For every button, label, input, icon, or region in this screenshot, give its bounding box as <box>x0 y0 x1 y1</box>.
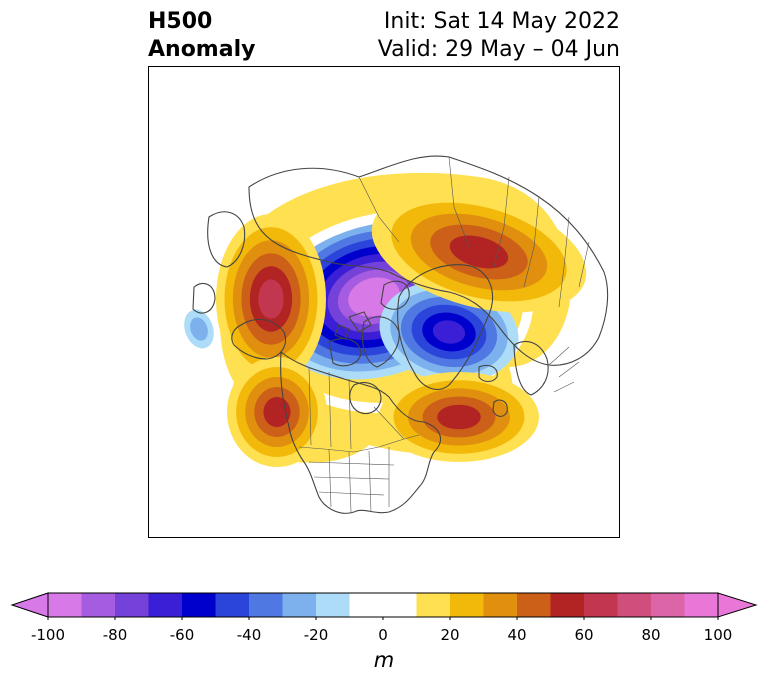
colorbar-bin-4 <box>182 593 216 617</box>
colorbar-bin-2 <box>115 593 149 617</box>
colorbar-bin-6 <box>249 593 283 617</box>
coastlines <box>192 155 609 514</box>
coastline-arctic-isles <box>334 311 372 340</box>
colorbar <box>10 592 758 620</box>
border-europe <box>548 346 580 393</box>
anomaly-fills <box>184 172 587 467</box>
colorbar-bin-15 <box>584 593 618 617</box>
colorbar-tick-label: -40 <box>236 626 262 644</box>
coastline-greenland <box>397 264 494 390</box>
colorbar-tick-label: 40 <box>507 626 527 644</box>
colorbar-bin-0 <box>48 593 82 617</box>
border-asia <box>523 196 590 308</box>
anomaly-map-canvas <box>184 155 609 514</box>
anomaly-map <box>148 66 620 538</box>
colorbar-bin-10 <box>416 593 451 617</box>
anomaly-contour-alaska-west-high <box>258 279 284 319</box>
coastline-baffin <box>361 316 400 368</box>
border-russia <box>358 156 510 268</box>
colorbar-tick-label: -80 <box>102 626 128 644</box>
colorbar-unit-label: m <box>373 648 395 672</box>
title-variable: H500 <box>148 9 213 34</box>
colorbar-bin-14 <box>550 593 585 617</box>
coastline-east-asia <box>207 211 246 268</box>
anomaly-contour-siberia-high <box>449 235 509 269</box>
colorbar-extend-min <box>10 592 49 618</box>
border-us-states-1 <box>308 461 395 496</box>
coastline-north-america <box>280 350 442 514</box>
coastline-scandinavia <box>513 341 549 396</box>
coastline-victoria <box>328 338 362 367</box>
colorbar-bin-13 <box>517 593 551 617</box>
colorbar-tick-label: 0 <box>378 626 388 644</box>
colorbar-bin-18 <box>684 593 719 617</box>
border-canada-provinces <box>308 366 405 450</box>
coastline-alaska <box>231 318 286 360</box>
colorbar-bin-11 <box>450 593 484 617</box>
colorbar-bin-5 <box>215 593 250 617</box>
colorbar-tick-label: -20 <box>303 626 329 644</box>
colorbar-bin-8 <box>316 593 350 617</box>
anomaly-contour-arctic-low <box>358 285 390 309</box>
colorbar-bin-7 <box>282 593 317 617</box>
coastline-hudson-bay <box>349 382 382 415</box>
anomaly-contour-pacific-small-low <box>190 317 208 341</box>
map-title-right: Init: Sat 14 May 2022 Valid: 29 May – 04… <box>378 8 620 64</box>
anomaly-contour-atlantic-high <box>437 404 481 430</box>
colorbar-tick-label: 80 <box>641 626 661 644</box>
anomaly-contour-canadian-archipelago-low <box>432 320 466 344</box>
coastline-british-isles <box>492 399 508 417</box>
init-date: Init: Sat 14 May 2022 <box>383 9 620 34</box>
border-canada-us <box>298 434 420 453</box>
colorbar-tick-label: 20 <box>440 626 460 644</box>
colorbar-tick-label: -100 <box>30 626 66 644</box>
colorbar-bin-12 <box>483 593 518 617</box>
coastline-eurasia <box>248 155 609 366</box>
colorbar-bin-3 <box>148 593 183 617</box>
coastline-kamchatka <box>192 282 216 314</box>
anomaly-contour-pacific-high <box>263 397 291 427</box>
title-type: Anomaly <box>148 37 256 62</box>
colorbar-bin-16 <box>617 593 652 617</box>
coastline-ellesmere <box>380 280 410 310</box>
colorbar-tick-label: 60 <box>574 626 594 644</box>
colorbar-tick-label: -60 <box>169 626 195 644</box>
map-title-left: H500 Anomaly <box>148 8 255 64</box>
coastline-iceland <box>478 364 498 383</box>
colorbar-bin-9 <box>349 593 417 617</box>
country-borders <box>298 156 590 513</box>
colorbar-extend-max <box>717 592 758 618</box>
colorbar-bin-17 <box>651 593 685 617</box>
colorbar-bin-1 <box>81 593 116 617</box>
colorbar-tick-label: 100 <box>703 626 733 644</box>
valid-range: Valid: 29 May – 04 Jun <box>377 37 620 62</box>
border-us-states-2 <box>328 447 390 513</box>
